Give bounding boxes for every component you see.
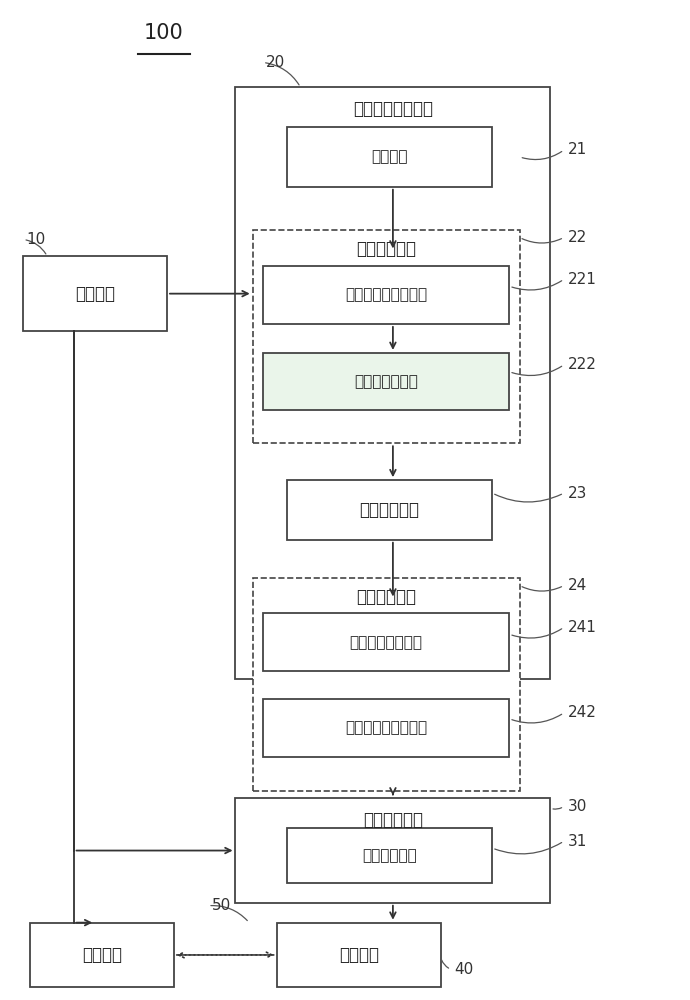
- Bar: [263, 613, 509, 671]
- Text: 100: 100: [144, 23, 184, 43]
- Bar: [263, 266, 509, 324]
- Bar: [253, 578, 520, 791]
- Text: 30: 30: [567, 799, 586, 814]
- Text: 同步模块: 同步模块: [82, 946, 122, 964]
- Text: 50: 50: [212, 898, 230, 913]
- Text: 自我认知单元: 自我认知单元: [356, 240, 416, 258]
- Text: 存储单元: 存储单元: [371, 149, 408, 164]
- Bar: [287, 480, 492, 540]
- Bar: [30, 923, 174, 987]
- Text: 24: 24: [567, 578, 586, 593]
- Text: 22: 22: [567, 230, 586, 245]
- Text: 人工智能处理模块: 人工智能处理模块: [353, 100, 433, 118]
- Text: 输出模块: 输出模块: [339, 946, 379, 964]
- Bar: [263, 699, 509, 757]
- Text: 动作类型判断子单元: 动作类型判断子单元: [345, 720, 427, 735]
- Text: 21: 21: [567, 142, 586, 157]
- Text: 222: 222: [567, 357, 596, 372]
- Text: 第一判断单元: 第一判断单元: [359, 501, 420, 519]
- Bar: [277, 923, 441, 987]
- Bar: [253, 230, 520, 443]
- Bar: [287, 127, 492, 187]
- Text: 241: 241: [567, 620, 596, 635]
- Text: 时间轴判断子单元: 时间轴判断子单元: [350, 635, 422, 650]
- Text: 10: 10: [27, 232, 46, 247]
- Text: 第二判断单元: 第二判断单元: [356, 588, 416, 606]
- Text: 221: 221: [567, 272, 596, 287]
- Text: 突变因素判断子单元: 突变因素判断子单元: [345, 288, 427, 303]
- Text: 动作生成模块: 动作生成模块: [363, 811, 423, 829]
- Bar: [263, 353, 509, 410]
- Text: 接收模块: 接收模块: [75, 285, 115, 303]
- Text: 20: 20: [266, 55, 286, 70]
- Bar: [287, 828, 492, 883]
- Bar: [23, 256, 167, 331]
- Text: 31: 31: [567, 834, 586, 849]
- Text: 40: 40: [455, 962, 474, 977]
- Text: 权重判断单元: 权重判断单元: [362, 848, 417, 863]
- Text: 状态确认子单元: 状态确认子单元: [354, 374, 418, 389]
- Bar: [235, 798, 551, 903]
- Text: 23: 23: [567, 486, 586, 501]
- Text: 242: 242: [567, 705, 596, 720]
- Bar: [235, 87, 551, 679]
